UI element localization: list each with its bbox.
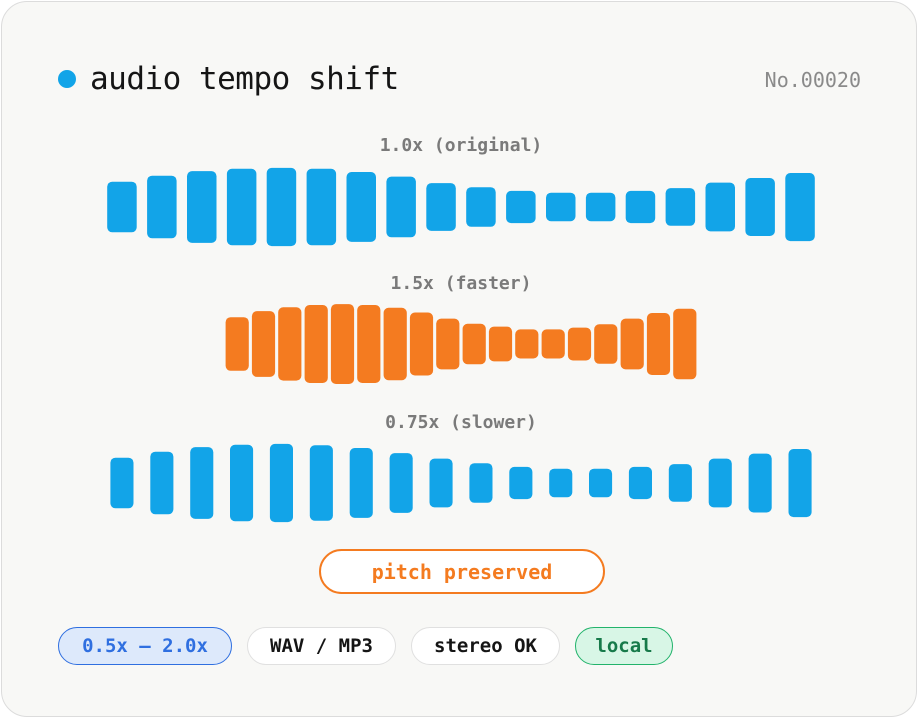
speed-range-chip: 0.5x – 2.0x (58, 627, 232, 665)
waveform-bar-original (266, 167, 297, 247)
waveform-bar-faster (541, 329, 565, 359)
waveform-bar-faster (225, 317, 249, 371)
waveform-bar-original (306, 168, 337, 246)
waveform-bar-slower (150, 451, 174, 515)
waveform-label-faster: 1.5x (faster) (390, 273, 532, 294)
waveform-bar-slower (349, 448, 373, 518)
waveform-bar-faster (357, 305, 381, 383)
waveform-bar-original (705, 182, 735, 232)
waveform-bar-original (546, 192, 576, 222)
waveform-bar-slower (708, 458, 732, 508)
waveform-bar-faster (488, 326, 513, 362)
waveform-bar-original (226, 168, 257, 246)
serial-number: No.00020 (764, 68, 861, 92)
waveform-label-original: 1.0x (original) (379, 135, 543, 156)
page-title: audio tempo shift (90, 61, 399, 97)
stereo-chip: stereo OK (411, 627, 560, 665)
waveform-bar-original (187, 171, 217, 243)
waveform-bar-faster (436, 318, 460, 370)
waveform-bar-original (426, 183, 456, 231)
waveform-bar-faster (620, 318, 644, 370)
waveform-bar-slower (668, 464, 692, 502)
waveform-bar-faster (383, 307, 407, 381)
waveform-bar-original (466, 187, 496, 227)
waveform-bar-original (346, 172, 376, 242)
waveform-bar-slower (509, 466, 533, 500)
waveform-bar-faster (462, 323, 486, 365)
waveform-bar-slower (190, 447, 214, 519)
waveform-bar-original (585, 192, 616, 222)
pitch-preserved-badge: pitch preserved (319, 549, 605, 594)
waveform-bar-original (506, 190, 536, 224)
waveform-label-slower: 0.75x (slower) (385, 412, 537, 433)
waveform-bar-original (147, 175, 177, 239)
waveform-bar-slower (389, 453, 413, 513)
waveform-bar-original (785, 173, 815, 242)
waveform-bar-original (665, 188, 696, 226)
waveform-bar-slower (269, 443, 293, 523)
status-dot-icon (58, 70, 76, 88)
waveform-bar-original (625, 190, 656, 224)
waveform-bar-slower (589, 468, 613, 498)
waveform-bar-slower (748, 453, 772, 513)
local-chip: local (575, 627, 673, 665)
waveform-bar-slower (549, 468, 573, 498)
waveform-bar-original (107, 181, 137, 233)
waveform-bar-faster (594, 324, 618, 364)
format-chip: WAV / MP3 (247, 627, 396, 665)
waveform-bar-faster (673, 308, 697, 380)
waveform-bar-faster (278, 307, 302, 381)
waveform-bar-original (386, 176, 416, 238)
waveform-bar-slower (429, 458, 453, 508)
waveform-bar-slower (788, 449, 812, 518)
waveform-bar-slower (469, 463, 493, 503)
waveform-bar-original (745, 178, 775, 236)
waveform-bar-faster (251, 311, 276, 377)
waveform-bar-faster (567, 327, 592, 361)
waveform-bar-faster (409, 312, 434, 376)
waveform-bar-slower (309, 445, 333, 521)
waveform-bar-slower (230, 444, 254, 522)
waveform-bar-faster (646, 313, 671, 375)
waveform-bar-faster (515, 329, 539, 359)
waveform-bar-slower (110, 457, 134, 509)
waveform-bar-faster (304, 305, 328, 383)
waveform-bar-faster (330, 304, 355, 384)
waveform-bar-slower (628, 466, 652, 500)
